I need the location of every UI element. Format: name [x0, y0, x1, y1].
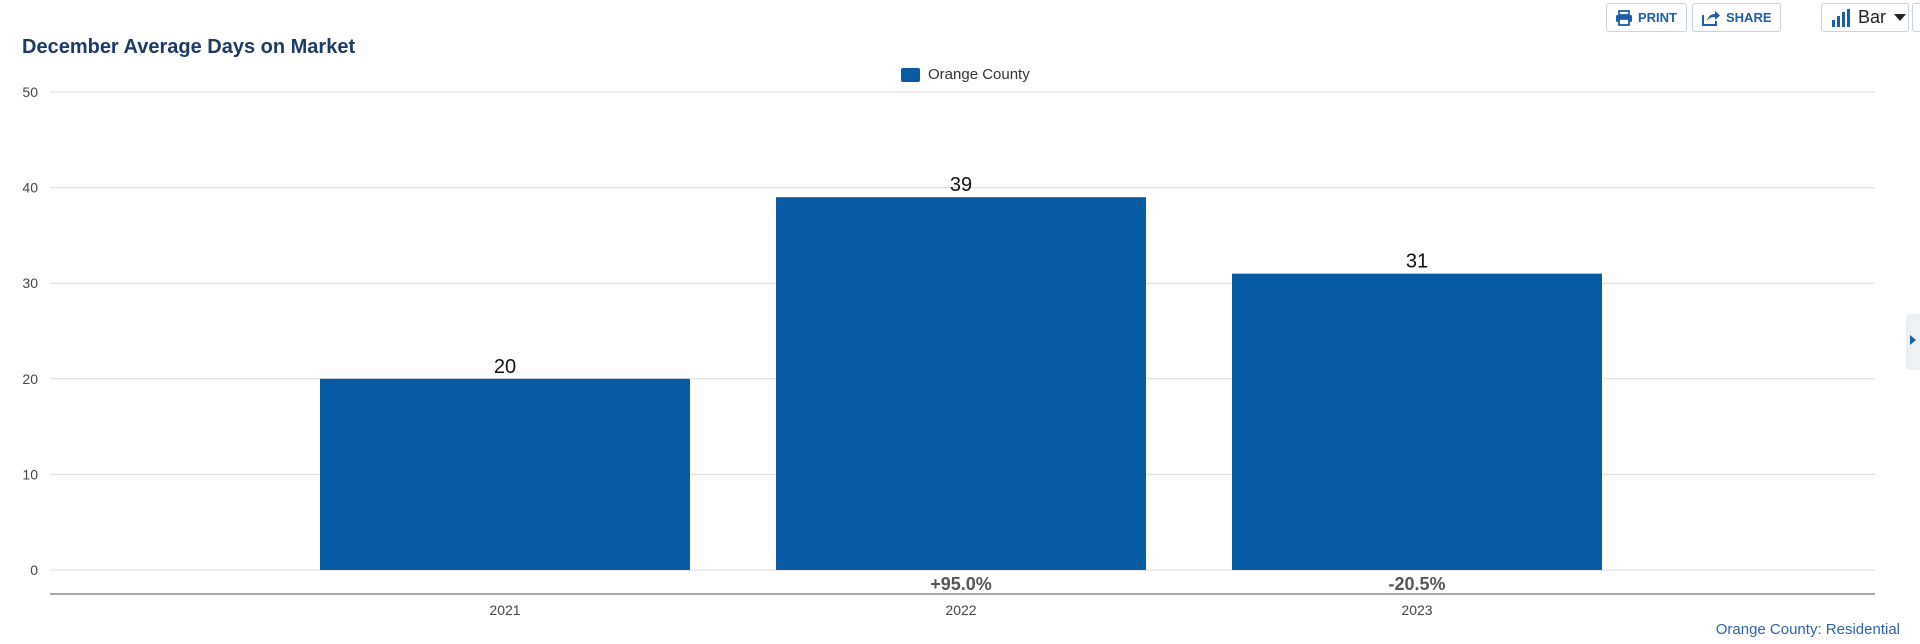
bar-value-label: 20: [494, 356, 516, 378]
print-button-label: PRINT: [1638, 10, 1677, 25]
y-tick-label: 50: [22, 84, 38, 100]
x-tick-label: 2022: [945, 602, 976, 618]
chevron-down-icon: [1894, 13, 1907, 22]
y-tick-label: 20: [22, 371, 38, 387]
share-icon: [1701, 10, 1721, 26]
legend-swatch: [901, 67, 920, 82]
chart-legend: Orange County: [901, 66, 1030, 83]
x-tick-label: 2021: [489, 602, 520, 618]
change-percent-label: -20.5%: [1388, 574, 1445, 594]
side-panel-toggle[interactable]: [1906, 314, 1920, 370]
chevron-right-icon: [1909, 333, 1917, 351]
x-tick-label: 2023: [1401, 602, 1432, 618]
bar: [320, 378, 690, 570]
chart-source-note: Orange County: Residential: [1715, 621, 1900, 638]
y-tick-label: 40: [22, 180, 38, 196]
toolbar-overflow-button[interactable]: [1912, 3, 1920, 32]
bar: [776, 197, 1146, 570]
print-button[interactable]: PRINT: [1606, 3, 1687, 32]
bar: [1232, 273, 1602, 570]
share-button[interactable]: SHARE: [1692, 3, 1781, 32]
change-percent-label: +95.0%: [930, 574, 992, 594]
y-tick-label: 0: [30, 562, 38, 578]
bar-chart-icon: [1830, 8, 1850, 28]
chart-type-dropdown[interactable]: Bar: [1821, 3, 1909, 32]
bar-value-label: 31: [1406, 251, 1428, 273]
printer-icon: [1615, 9, 1633, 26]
chart-title: December Average Days on Market: [22, 36, 356, 58]
share-button-label: SHARE: [1726, 10, 1772, 25]
legend-label: Orange County: [928, 66, 1030, 83]
y-tick-label: 30: [22, 275, 38, 291]
y-tick-label: 10: [22, 466, 38, 482]
bar-value-label: 39: [950, 174, 972, 196]
chart-type-label: Bar: [1858, 7, 1887, 27]
